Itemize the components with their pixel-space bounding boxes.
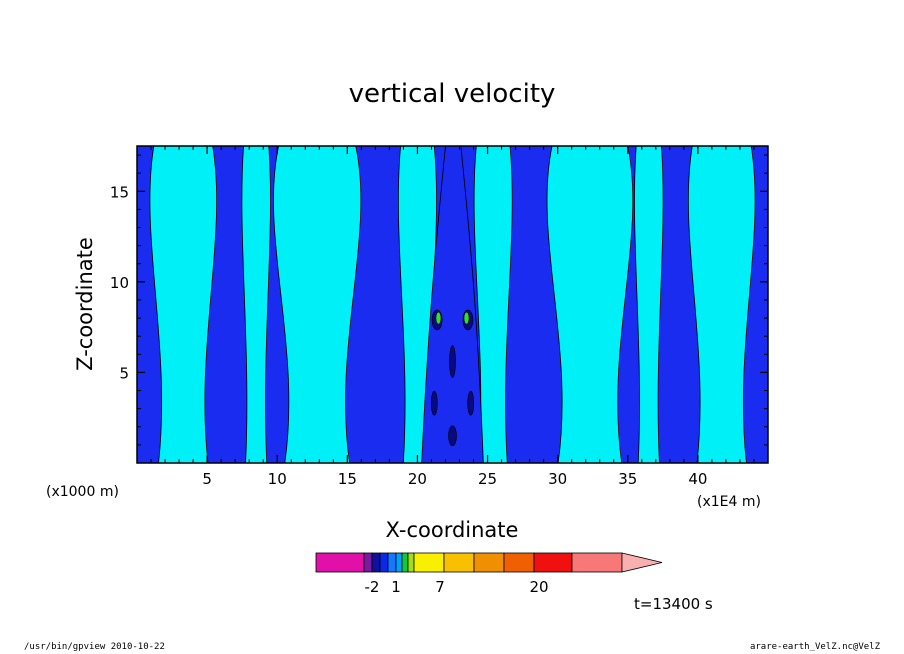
colorbar-tick-label: 7	[435, 578, 445, 596]
center-updraft-region	[421, 146, 484, 463]
colorbar-tick-label: -2	[365, 578, 380, 596]
negative-band	[634, 146, 664, 463]
negative-band	[688, 146, 756, 463]
colorbar-segment	[533, 552, 573, 573]
colorbar-segment	[503, 552, 535, 573]
y-tick-label: 5	[119, 364, 129, 382]
colorbar-segment	[315, 552, 365, 573]
footer-right: arare-earth_VelZ.nc@VelZ	[749, 642, 880, 652]
footer-left: /usr/bin/gpview 2010-10-22	[24, 642, 165, 652]
colorbar-segment	[363, 552, 373, 573]
y-axis-label: Z-coordinate	[73, 237, 97, 371]
colorbar-segment	[395, 552, 403, 573]
colorbar-segment	[473, 552, 505, 573]
strong-updraft-cell	[448, 425, 457, 447]
x-axis-ticks: 5 10 15 20 25 30 35 40	[150, 146, 755, 488]
colorbar-arrow	[621, 552, 663, 573]
x-tick-label: 15	[338, 470, 357, 488]
colorbar-segment	[401, 552, 409, 573]
y-tick-label: 15	[110, 183, 129, 201]
x-tick-label: 25	[478, 470, 497, 488]
colorbar-tick-label: 20	[529, 578, 548, 596]
negative-band	[546, 146, 634, 463]
negative-velocity-bands	[149, 146, 756, 463]
colorbar-tick-label: 1	[391, 578, 401, 596]
strong-positive-cell	[463, 311, 470, 325]
x-axis-label: X-coordinate	[386, 518, 519, 542]
strong-positive-cell	[435, 311, 442, 325]
negative-band	[149, 146, 217, 463]
strong-updraft-cell	[430, 390, 438, 416]
plot-area	[137, 146, 768, 463]
x-unit-label: (x1E4 m)	[697, 494, 761, 510]
colorbar-segment	[371, 552, 381, 573]
colorbar	[315, 552, 663, 573]
plot-frame	[136, 145, 769, 464]
colorbar-segment	[407, 552, 415, 573]
y-unit-label: (x1000 m)	[46, 484, 119, 500]
strong-updraft-cell	[467, 390, 475, 416]
negative-band	[473, 146, 513, 463]
colorbar-segment	[413, 552, 445, 573]
negative-band	[273, 146, 362, 463]
chart-title: vertical velocity	[349, 79, 556, 109]
x-tick-label: 5	[202, 470, 212, 488]
colorbar-segment	[379, 552, 389, 573]
time-label: t=13400 s	[634, 595, 713, 613]
x-tick-label: 20	[408, 470, 427, 488]
x-tick-label: 30	[548, 470, 567, 488]
colorbar-segment	[571, 552, 623, 573]
x-tick-label: 35	[618, 470, 637, 488]
center-column	[421, 146, 484, 463]
negative-band	[241, 146, 271, 463]
y-axis-ticks: 5 10 15	[110, 154, 768, 446]
colorbar-segment	[387, 552, 397, 573]
x-tick-label: 40	[688, 470, 707, 488]
strong-updraft-cell	[449, 345, 456, 378]
colorbar-segment	[443, 552, 475, 573]
y-tick-label: 10	[110, 274, 129, 292]
x-tick-label: 10	[268, 470, 287, 488]
colorbar-labels: -2 1 7 20	[365, 578, 549, 596]
